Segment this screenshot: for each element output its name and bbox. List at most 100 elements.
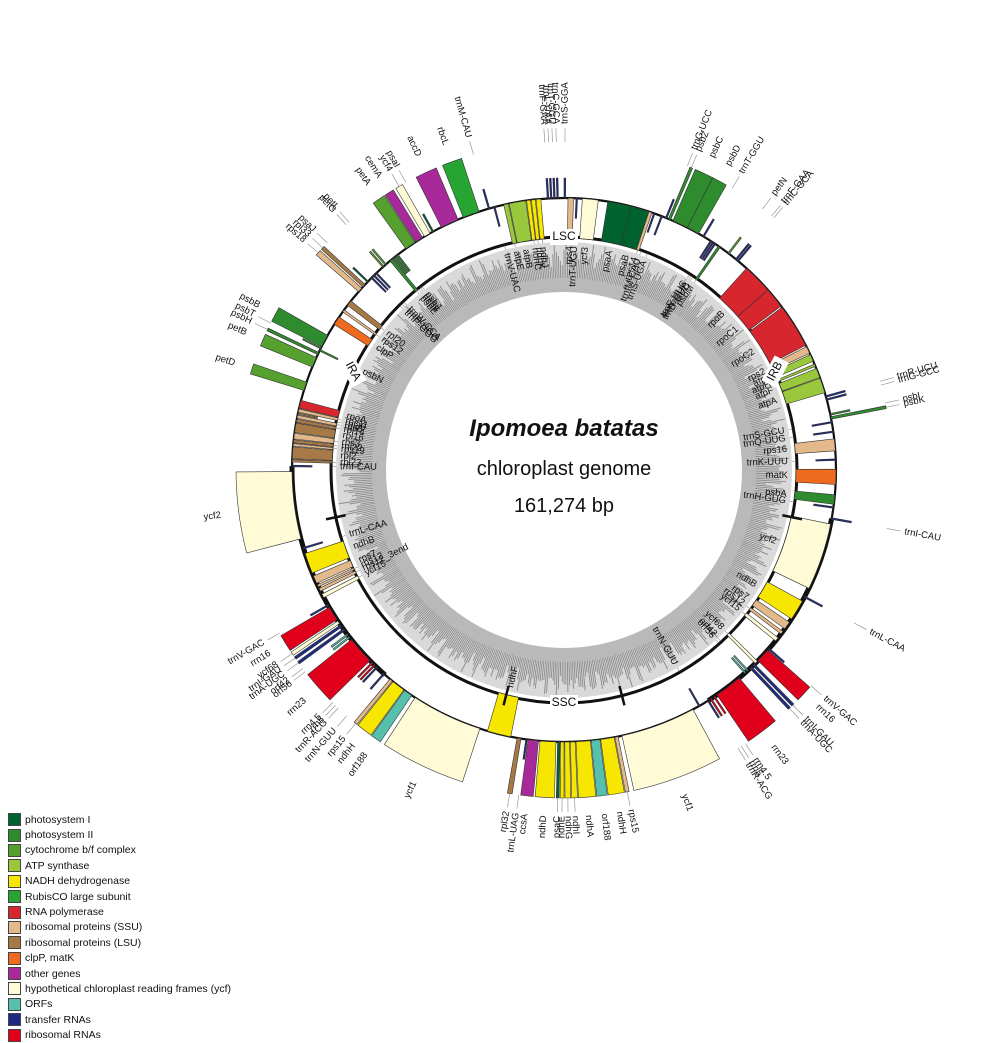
legend-label: other genes: [25, 968, 80, 980]
label-leader: [544, 129, 545, 143]
label-leader: [689, 276, 691, 279]
label-leader: [677, 668, 679, 671]
gene-trnI-CAU: [292, 465, 312, 467]
legend-swatch: [8, 859, 21, 872]
legend-swatch: [8, 890, 21, 903]
gene-trnT-UGU: [575, 198, 577, 218]
gene-trnQ-UUG: [813, 431, 833, 435]
legend-label: hypothetical chloroplast reading frames …: [25, 983, 231, 995]
gene-label: petD: [214, 352, 237, 369]
label-leader: [774, 207, 783, 218]
gene-label: ycf2: [203, 510, 222, 523]
gene-label: ndhD: [537, 815, 549, 838]
gene-label: ndhH: [614, 811, 629, 835]
region-label-lsc: LSC: [552, 229, 576, 243]
legend-swatch: [8, 998, 21, 1011]
label-leader: [515, 243, 516, 247]
legend-item: ATP synthase: [8, 858, 308, 873]
legend-swatch: [8, 921, 21, 934]
gene-trnV-UAC: [494, 207, 501, 227]
label-leader: [790, 437, 794, 438]
label-leader: [741, 746, 749, 758]
label-leader: [627, 792, 630, 806]
legend-swatch: [8, 875, 21, 888]
gene-psbA: [794, 491, 835, 504]
gene-psbN: [319, 350, 338, 360]
legend-item: other genes: [8, 966, 308, 981]
gene-trnT-GGU: [553, 178, 555, 198]
gene-label: ndhA: [583, 815, 596, 839]
legend-item: ribosomal proteins (LSU): [8, 935, 308, 950]
label-leader: [258, 317, 271, 323]
gene-trnH-GUG: [813, 504, 833, 508]
legend-swatch: [8, 844, 21, 857]
legend-label: transfer RNAs: [25, 1014, 91, 1026]
label-leader: [886, 405, 900, 408]
legend-item: RNA polymerase: [8, 904, 308, 919]
label-leader: [294, 672, 305, 681]
label-leader: [640, 251, 641, 255]
legend-swatch: [8, 967, 21, 980]
gene-trnS-UGA: [654, 216, 663, 235]
label-leader: [646, 254, 647, 258]
label-leader: [772, 205, 781, 216]
gene-label: ycf1: [402, 780, 419, 800]
gene-label: trnI-CAU: [903, 526, 941, 543]
label-leader: [725, 631, 728, 634]
label-leader: [887, 529, 901, 531]
label-leader: [505, 246, 506, 250]
label-leader: [342, 535, 346, 536]
label-leader: [317, 233, 327, 243]
gene-label: rrn23: [285, 695, 309, 718]
label-leader: [381, 328, 384, 330]
label-leader: [323, 703, 333, 713]
label-leader: [347, 723, 356, 734]
label-leader: [470, 141, 474, 154]
label-leader: [287, 663, 298, 671]
label-leader: [338, 716, 347, 726]
legend-item: photosystem I: [8, 812, 308, 827]
legend-item: ribosomal proteins (SSU): [8, 920, 308, 935]
legend-swatch: [8, 952, 21, 965]
gene-trnM-CAU: [483, 189, 490, 209]
label-leader: [745, 743, 753, 755]
label-leader: [356, 570, 360, 572]
label-leader: [716, 640, 719, 643]
label-leader: [402, 304, 405, 307]
label-leader: [336, 425, 340, 426]
label-leader: [255, 323, 268, 329]
label-leader: [691, 277, 693, 280]
legend-label: photosystem I: [25, 814, 90, 826]
label-leader: [691, 155, 696, 168]
gene-label: orf188: [599, 813, 613, 841]
label-leader: [338, 419, 342, 420]
legend-swatch: [8, 936, 21, 949]
gene-label: psbC: [707, 135, 726, 160]
region-label-ssc: SSC: [552, 695, 577, 709]
legend-item: ribosomal RNAs: [8, 1027, 308, 1042]
gene-trnF-GAA: [736, 243, 750, 260]
gene-petN: [728, 237, 741, 254]
legend-swatch: [8, 1029, 21, 1042]
label-leader: [329, 708, 339, 718]
label-leader: [687, 153, 692, 166]
label-leader: [267, 633, 279, 640]
legend-item: clpP, matK: [8, 951, 308, 966]
gene-trnS-GCU: [812, 421, 832, 426]
label-leader: [399, 170, 406, 182]
label-leader: [548, 128, 549, 142]
gene-psaC: [556, 742, 560, 798]
legend-label: ribosomal proteins (SSU): [25, 921, 142, 933]
label-leader: [811, 686, 822, 695]
legend-item: photosystem II: [8, 827, 308, 842]
gene-ndhF: [487, 693, 518, 737]
gene-label: trnT-GGU: [737, 135, 768, 176]
gene-label: psaC: [552, 816, 563, 839]
genome-size: 161,274 bp: [514, 495, 614, 517]
label-leader: [292, 669, 303, 677]
gene-trnS-GGA: [564, 178, 566, 198]
gene-ycf2: [236, 472, 301, 553]
gene-rps16: [794, 439, 835, 454]
legend-item: hypothetical chloroplast reading frames …: [8, 981, 308, 996]
